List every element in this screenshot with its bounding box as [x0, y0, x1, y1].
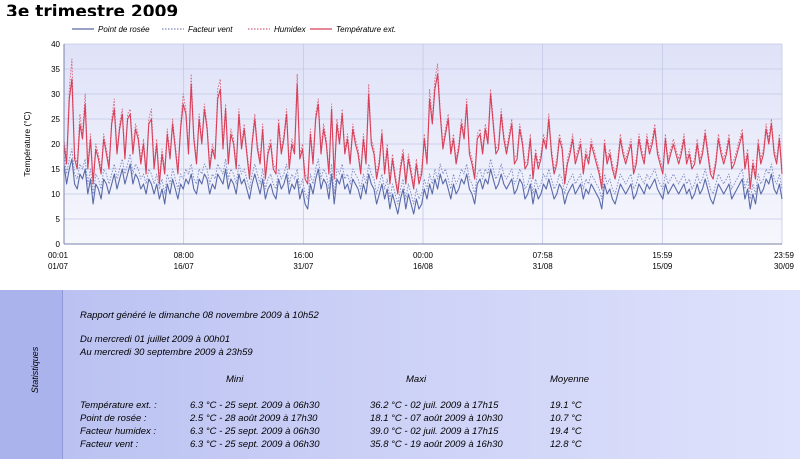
- series-layer: [63, 58, 783, 215]
- stat-row-label: Facteur humidex :: [80, 426, 157, 437]
- x-tick-label: 00:01: [48, 251, 69, 260]
- stat-row-average: 10.7 °C: [550, 413, 582, 424]
- stat-row-max: 36.2 °C - 02 juil. 2009 à 17h15: [370, 400, 499, 411]
- stat-row-average: 12.8 °C: [550, 439, 582, 450]
- stat-row-max: 39.0 °C - 02 juil. 2009 à 17h15: [370, 426, 499, 437]
- column-header-max: Maxi: [406, 374, 427, 385]
- x-tick-label: 00:00: [413, 251, 434, 260]
- x-tick-label: 08:00: [174, 251, 195, 260]
- column-header-min: Mini: [226, 374, 244, 385]
- x-tick-label: 07:58: [533, 251, 554, 260]
- x-tick-label: 31/07: [293, 262, 314, 271]
- y-tick-label: 20: [51, 140, 60, 149]
- x-tick-label: 23:59: [774, 251, 795, 260]
- x-tick-label: 30/09: [774, 262, 795, 271]
- period-to: Au mercredi 30 septembre 2009 à 23h59: [80, 347, 253, 358]
- period-from: Du mercredi 01 juillet 2009 à 00h01: [80, 334, 230, 345]
- x-tick-label: 16/07: [174, 262, 195, 271]
- series-point-de-ros-e-line: [63, 158, 783, 215]
- stat-row-min: 2.5 °C - 28 août 2009 à 17h30: [190, 413, 318, 424]
- stat-row-min: 6.3 °C - 25 sept. 2009 à 06h30: [190, 400, 320, 411]
- stat-row-min: 6.3 °C - 25 sept. 2009 à 06h30: [190, 439, 320, 450]
- stat-row-label: Facteur vent :: [80, 439, 139, 450]
- y-tick-label: 5: [56, 215, 61, 224]
- stat-row-label: Point de rosée :: [80, 413, 147, 424]
- stat-row-average: 19.4 °C: [550, 426, 582, 437]
- stat-row-average: 19.1 °C: [550, 400, 582, 411]
- y-tick-label: 10: [51, 190, 60, 199]
- x-tick-label: 31/08: [533, 262, 554, 271]
- stat-row-max: 18.1 °C - 07 août 2009 à 10h30: [370, 413, 503, 424]
- temperature-chart: Point de rosée Facteur vent Humidex Tempéra…: [0, 16, 800, 286]
- stat-row-max: 35.8 °C - 19 août 2009 à 16h30: [370, 439, 503, 450]
- series-humidex-line: [63, 58, 783, 190]
- y-tick-label: 35: [51, 65, 60, 74]
- legend: Point de rosée Facteur vent Humidex Tempéra…: [72, 25, 396, 34]
- column-header-average: Moyenne: [550, 374, 590, 385]
- report-line: Rapport généré le dimanche 08 novembre 2…: [80, 310, 319, 321]
- x-tick-label: 15/09: [652, 262, 673, 271]
- y-tick-label: 15: [51, 165, 60, 174]
- legend-label: Température ext.: [336, 25, 396, 34]
- x-tick-label: 16/08: [413, 262, 434, 271]
- axes: 0 5 10 15 20 25 30 35 40 00:01 01/07 08:00 16/07 16:0…: [48, 40, 795, 271]
- stat-row-label: Température ext. :: [80, 400, 157, 411]
- statistics-panel: Statistiques Rapport généré le dimanche …: [0, 290, 800, 459]
- statistics-side-bar: Statistiques: [0, 290, 63, 459]
- series-temp-rature-ext-line: [63, 73, 783, 195]
- x-tick-label: 01/07: [48, 262, 69, 271]
- statistics-label: Statistiques: [30, 346, 40, 394]
- y-tick-label: 25: [51, 115, 60, 124]
- stat-row-min: 6.3 °C - 25 sept. 2009 à 06h30: [190, 426, 320, 437]
- legend-label: Humidex: [274, 25, 307, 34]
- y-axis-label: Température (°C): [22, 111, 32, 176]
- y-tick-label: 40: [51, 40, 60, 49]
- legend-label: Facteur vent: [188, 25, 233, 34]
- x-tick-label: 16:00: [293, 251, 314, 260]
- x-tick-label: 15:59: [652, 251, 673, 260]
- series-facteur-vent-line: [63, 148, 783, 205]
- chart-panel: Point de rosée Facteur vent Humidex Tempéra…: [0, 16, 800, 286]
- y-tick-label: 30: [51, 90, 60, 99]
- y-tick-label: 0: [56, 240, 61, 249]
- legend-label: Point de rosée: [98, 25, 150, 34]
